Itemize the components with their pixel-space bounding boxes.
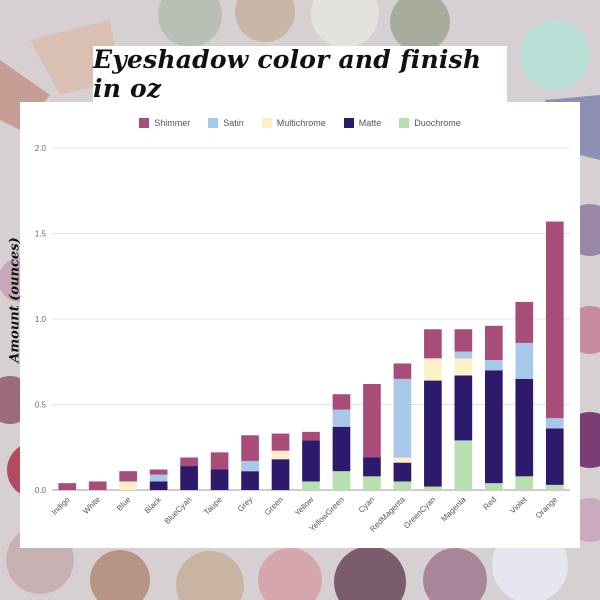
bar-segment-matte-violet	[515, 378, 534, 477]
bar-segment-multichrome-blue	[119, 481, 138, 490]
x-tick-label: Yellow	[293, 495, 316, 518]
bar-segment-shimmer-bluecyan	[180, 457, 198, 467]
bar-segment-duochrome-redmagenta	[393, 481, 412, 490]
bar-segment-duochrome-greencyan	[424, 486, 442, 490]
x-tick-label: White	[81, 495, 102, 516]
bar-segment-shimmer-cyan	[363, 383, 381, 458]
bar-segment-shimmer-greencyan	[424, 329, 442, 359]
chart-title: Eyeshadow color and finish in oz	[93, 45, 482, 103]
legend-item-satin: Satin	[208, 118, 244, 128]
bar-segment-matte-orange	[545, 428, 564, 485]
bar-segment-matte-grey	[241, 471, 259, 490]
bar-segment-shimmer-indigo	[58, 483, 77, 490]
title-box: Eyeshadow color and finish in oz	[93, 45, 507, 103]
bar-segment-shimmer-red	[484, 325, 503, 361]
bar-segment-shimmer-grey	[241, 435, 259, 461]
bar-segment-multichrome-magenta	[454, 358, 473, 376]
bar-segment-matte-redmagenta	[393, 462, 412, 482]
bar-segment-matte-black	[149, 481, 168, 490]
bar-segment-satin-orange	[545, 418, 564, 429]
bar-segment-duochrome-violet	[515, 476, 534, 490]
bar-segment-duochrome-yellow	[302, 481, 320, 490]
bar-segment-matte-yellowgreen	[332, 426, 351, 472]
bar-segment-shimmer-black	[149, 469, 168, 475]
y-tick-label: 1.5	[35, 230, 47, 239]
bar-segment-matte-bluecyan	[180, 466, 198, 490]
bar-segment-multichrome-green	[271, 450, 290, 460]
bar-segment-duochrome-red	[484, 483, 503, 490]
bar-segment-matte-red	[484, 370, 503, 484]
legend-item-matte: Matte	[343, 118, 382, 128]
bar-segment-satin-yellowgreen	[332, 409, 351, 427]
chart-legend: Shimmer Satin Multichrome Matte Duochrome	[20, 118, 580, 128]
legend-swatch	[343, 118, 354, 128]
legend-swatch	[139, 118, 150, 128]
bar-segment-matte-cyan	[363, 457, 381, 477]
bar-segment-multichrome-greencyan	[424, 358, 442, 381]
legend-swatch	[261, 118, 272, 128]
legend-label: Duochrome	[414, 118, 461, 128]
bar-segment-duochrome-cyan	[363, 476, 381, 490]
legend-item-multichrome: Multichrome	[261, 118, 326, 128]
y-tick-label: 0.5	[35, 401, 47, 410]
x-tick-label: Orange	[534, 495, 560, 521]
legend-item-duochrome: Duochrome	[399, 118, 461, 128]
legend-label: Multichrome	[276, 118, 326, 128]
bar-segment-shimmer-redmagenta	[393, 363, 412, 379]
x-tick-label: Indigo	[50, 495, 72, 517]
bar-segment-matte-taupe	[210, 469, 229, 490]
x-tick-label: Black	[143, 494, 164, 515]
x-tick-label: Red	[481, 495, 498, 512]
bar-chart: 0.0 0.5 1.0 1.5 2.0 Indigo White Blue Black BlueC…	[35, 144, 570, 534]
bar-segment-shimmer-yellowgreen	[332, 394, 351, 410]
bar-segment-satin-violet	[515, 342, 534, 379]
bar-segment-duochrome-orange	[545, 484, 564, 490]
y-tick-label: 2.0	[35, 144, 47, 153]
bar-segment-shimmer-yellow	[302, 431, 320, 441]
bar-segment-shimmer-violet	[515, 301, 534, 343]
x-tick-label: Grey	[236, 495, 255, 514]
bar-segment-multichrome-redmagenta	[393, 457, 412, 463]
bar-segment-satin-black	[149, 474, 168, 482]
x-tick-label: Blue	[115, 495, 133, 513]
bar-segment-shimmer-white	[88, 481, 107, 490]
y-tick-label: 1.0	[35, 315, 47, 324]
bar-segment-matte-greencyan	[424, 380, 442, 487]
bar-segment-shimmer-orange	[545, 221, 564, 419]
legend-label: Shimmer	[154, 118, 191, 128]
bar-segment-shimmer-taupe	[210, 452, 229, 470]
legend-item-shimmer: Shimmer	[139, 118, 190, 128]
legend-swatch	[399, 118, 410, 128]
bar-segment-shimmer-green	[271, 433, 290, 451]
bar-segment-shimmer-magenta	[454, 329, 473, 352]
legend-swatch	[208, 118, 219, 128]
bar-segment-satin-redmagenta	[393, 378, 412, 458]
x-tick-label: Magenta	[439, 495, 468, 524]
x-tick-label: Green	[263, 495, 285, 517]
bar-segment-matte-green	[271, 459, 290, 490]
bar-segment-matte-yellow	[302, 440, 320, 482]
y-tick-label: 0.0	[35, 486, 47, 495]
bar-segment-shimmer-blue	[119, 471, 138, 482]
bar-segment-duochrome-yellowgreen	[332, 471, 351, 490]
y-axis-label: Amount (ounces)	[7, 237, 23, 363]
x-tick-label: GreenCyan	[402, 495, 437, 530]
bar-segment-satin-grey	[241, 460, 259, 472]
x-tick-label: Cyan	[357, 495, 377, 515]
x-tick-label: BlueCyan	[163, 495, 194, 526]
bar-segment-satin-red	[484, 360, 503, 371]
bar-segment-matte-magenta	[454, 375, 473, 441]
x-tick-label: Taupe	[202, 495, 224, 517]
x-tick-label: Violet	[508, 495, 529, 516]
bar-segment-satin-magenta	[454, 351, 473, 359]
bar-segment-duochrome-magenta	[454, 440, 473, 490]
legend-label: Satin	[223, 118, 244, 128]
legend-label: Matte	[358, 118, 382, 128]
